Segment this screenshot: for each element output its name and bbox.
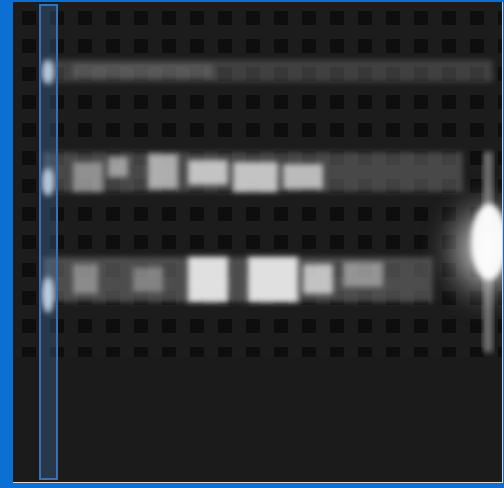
fluorescence-image xyxy=(13,2,502,482)
light-source xyxy=(427,152,502,352)
column-selection[interactable] xyxy=(39,4,58,480)
image-viewport[interactable] xyxy=(13,2,503,483)
band-middle xyxy=(43,152,463,192)
inlet-spots xyxy=(42,60,54,313)
band-top xyxy=(43,60,493,82)
band-bottom xyxy=(43,257,433,302)
